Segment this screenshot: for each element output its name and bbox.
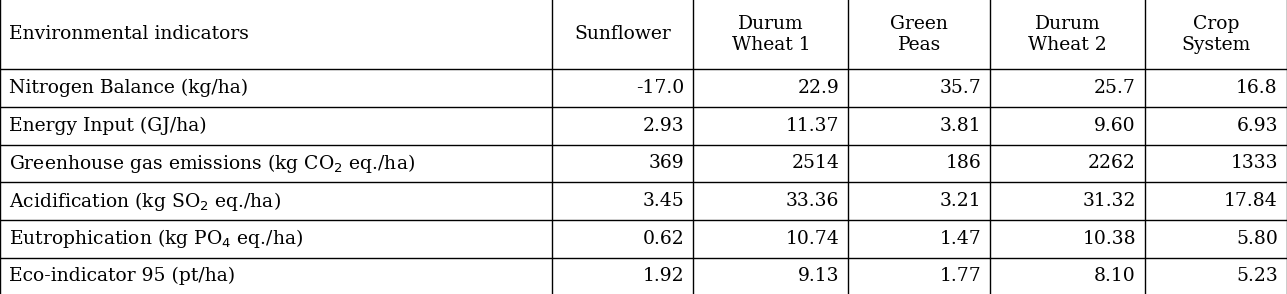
Text: 369: 369: [649, 154, 685, 173]
Text: 10.74: 10.74: [785, 230, 839, 248]
Text: 3.21: 3.21: [940, 192, 981, 210]
Text: 186: 186: [945, 154, 981, 173]
Text: Eutrophication (kg PO$_4$ eq./ha): Eutrophication (kg PO$_4$ eq./ha): [9, 227, 304, 250]
Text: 22.9: 22.9: [798, 79, 839, 97]
Text: 8.10: 8.10: [1094, 267, 1136, 285]
Text: 11.37: 11.37: [785, 117, 839, 135]
Text: Durum
Wheat 1: Durum Wheat 1: [731, 15, 811, 54]
Text: Green
Peas: Green Peas: [891, 15, 949, 54]
Text: 9.13: 9.13: [798, 267, 839, 285]
Text: 0.62: 0.62: [642, 230, 685, 248]
Text: 25.7: 25.7: [1094, 79, 1136, 97]
Text: 33.36: 33.36: [786, 192, 839, 210]
Text: Crop
System: Crop System: [1181, 15, 1251, 54]
Text: Eco-indicator 95 (pt/ha): Eco-indicator 95 (pt/ha): [9, 267, 236, 285]
Text: 1333: 1333: [1230, 154, 1278, 173]
Text: 1.47: 1.47: [940, 230, 981, 248]
Text: 16.8: 16.8: [1237, 79, 1278, 97]
Text: Energy Input (GJ/ha): Energy Input (GJ/ha): [9, 117, 207, 135]
Text: 1.92: 1.92: [642, 267, 685, 285]
Text: 31.32: 31.32: [1082, 192, 1136, 210]
Text: Durum
Wheat 2: Durum Wheat 2: [1028, 15, 1107, 54]
Text: 17.84: 17.84: [1224, 192, 1278, 210]
Text: Acidification (kg SO$_2$ eq./ha): Acidification (kg SO$_2$ eq./ha): [9, 190, 282, 213]
Text: Environmental indicators: Environmental indicators: [9, 25, 250, 43]
Text: 3.81: 3.81: [940, 117, 981, 135]
Text: 5.23: 5.23: [1236, 267, 1278, 285]
Text: 10.38: 10.38: [1082, 230, 1136, 248]
Text: 2.93: 2.93: [642, 117, 685, 135]
Text: 1.77: 1.77: [940, 267, 981, 285]
Text: 9.60: 9.60: [1094, 117, 1136, 135]
Text: Nitrogen Balance (kg/ha): Nitrogen Balance (kg/ha): [9, 79, 248, 97]
Text: 2514: 2514: [792, 154, 839, 173]
Text: 35.7: 35.7: [940, 79, 981, 97]
Text: 6.93: 6.93: [1237, 117, 1278, 135]
Text: Greenhouse gas emissions (kg CO$_2$ eq./ha): Greenhouse gas emissions (kg CO$_2$ eq./…: [9, 152, 416, 175]
Text: 3.45: 3.45: [642, 192, 685, 210]
Text: -17.0: -17.0: [636, 79, 685, 97]
Text: Sunflower: Sunflower: [574, 25, 671, 43]
Text: 5.80: 5.80: [1236, 230, 1278, 248]
Text: 2262: 2262: [1088, 154, 1136, 173]
